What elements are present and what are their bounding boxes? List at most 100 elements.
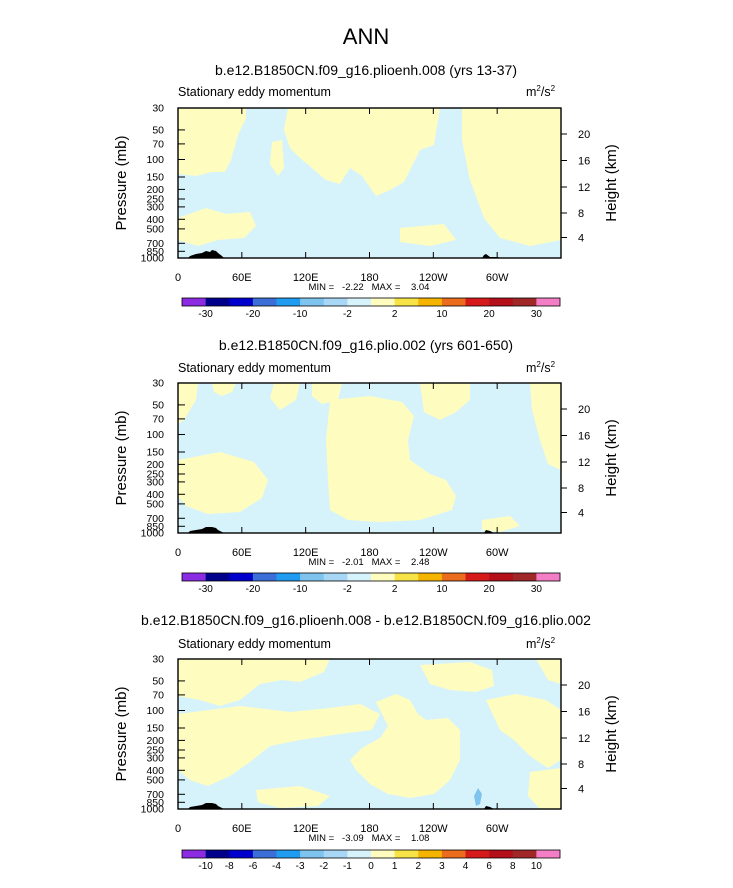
- colorbar-frame: [181, 849, 561, 859]
- colorbar-label: -2: [319, 861, 328, 872]
- colorbar-swatches: [182, 573, 561, 581]
- negative-strong-region: [474, 788, 482, 806]
- x-tick-label: 120E: [293, 823, 319, 835]
- y-tick-label: 400: [146, 489, 164, 501]
- colorbar-swatch: [276, 298, 301, 306]
- colorbar-swatch: [300, 850, 325, 858]
- colorbar-swatch: [465, 573, 490, 581]
- contour-field: [178, 659, 561, 809]
- positive-fill-region: [350, 694, 460, 798]
- contour-field: [178, 108, 561, 258]
- colorbar-swatch: [300, 573, 325, 581]
- y-tick-label: 100: [146, 705, 164, 717]
- height-tick-label: 12: [578, 457, 590, 469]
- colorbar-label: 8: [510, 861, 516, 872]
- min-max-stats: MIN = -2.01 MAX = 2.48: [309, 557, 430, 568]
- contour-field: [178, 383, 561, 533]
- y-tick-label: 70: [152, 138, 164, 150]
- y-tick-label: 250: [146, 194, 164, 206]
- colorbar-label: -2: [343, 584, 352, 595]
- positive-fill-region: [482, 516, 520, 532]
- colorbar-swatch: [489, 573, 514, 581]
- units-label: m2/s2: [526, 636, 556, 651]
- x-tick-label: 120W: [419, 547, 448, 559]
- y-tick-labels: 30 50 70 100 150 200 250 300 400 500 700…: [141, 103, 165, 265]
- panel-title: b.e12.B1850CN.f09_g16.plio.002 (yrs 601-…: [219, 337, 513, 353]
- y-tick-label: 850: [146, 521, 164, 533]
- colorbar-swatch: [536, 573, 561, 581]
- positive-fill-region: [178, 659, 330, 706]
- terrain: [484, 530, 494, 533]
- positive-fill-region: [536, 659, 561, 684]
- positive-fill-region: [312, 383, 342, 404]
- y-tick-label: 70: [152, 413, 164, 425]
- positive-fill-region: [486, 694, 561, 768]
- positive-fill-region: [270, 140, 284, 176]
- positive-fill-region: [178, 383, 198, 424]
- y-axis-label-right: Height (km): [603, 419, 620, 497]
- y-ticks-left: [178, 658, 185, 810]
- panel-title: b.e12.B1850CN.f09_g16.plioenh.008 (yrs 1…: [215, 62, 517, 78]
- x-tick-label: 60E: [232, 272, 252, 284]
- positive-fill-region: [178, 452, 268, 514]
- x-tick-label: 120W: [419, 823, 448, 835]
- x-ticks: [177, 383, 498, 533]
- colorbar-swatch: [252, 850, 277, 858]
- height-tick-label: 20: [578, 404, 590, 416]
- colorbar-swatch: [182, 573, 206, 581]
- y-tick-label: 700: [146, 513, 164, 525]
- colorbar-label: -3: [296, 861, 305, 872]
- positive-fill-region: [400, 224, 456, 246]
- positive-fill-region: [270, 383, 300, 410]
- colorbar-label: 4: [463, 861, 469, 872]
- positive-fill-region: [256, 786, 330, 808]
- y-tick-label: 1000: [141, 804, 165, 816]
- colorbar-swatch: [323, 573, 348, 581]
- colorbar-label: -20: [246, 584, 261, 595]
- colorbar-label: 30: [531, 309, 543, 320]
- height-tick-label: 16: [578, 707, 590, 719]
- colorbar-label: -30: [198, 584, 213, 595]
- colorbar-swatch: [489, 298, 514, 306]
- colorbar-swatch: [441, 573, 466, 581]
- x-tick-label: 180: [360, 823, 378, 835]
- positive-fill-region: [212, 383, 236, 396]
- positive-fill-region: [530, 383, 561, 470]
- colorbar-swatch: [205, 850, 230, 858]
- y-tick-label: 850: [146, 246, 164, 258]
- colorbar-swatch: [205, 298, 230, 306]
- figure-title: ANN: [343, 24, 389, 49]
- panel-1: b.e12.B1850CN.f09_g16.plioenh.008 (yrs 1…: [113, 62, 620, 320]
- x-tick-labels: 0 60E 120E 180 120W 60W: [175, 547, 509, 559]
- x-tick-label: 180: [360, 547, 378, 559]
- colorbar-swatch: [347, 850, 372, 858]
- y-tick-label: 1000: [141, 253, 165, 265]
- y-tick-label: 250: [146, 469, 164, 481]
- y-tick-label: 150: [146, 447, 164, 459]
- height-tick-label: 4: [578, 508, 584, 520]
- positive-fill-region: [478, 118, 492, 150]
- x-tick-label: 180: [360, 272, 378, 284]
- y-tick-label: 300: [146, 752, 164, 764]
- colorbar-label: 2: [392, 584, 398, 595]
- positive-fill-region: [528, 768, 561, 809]
- terrain: [484, 806, 494, 809]
- y-tick-label: 500: [146, 774, 164, 786]
- units-label: m2/s2: [526, 84, 556, 99]
- colorbar-label: 0: [368, 861, 374, 872]
- y-tick-label: 250: [146, 745, 164, 757]
- y-ticks-left: [178, 382, 185, 534]
- y-tick-label: 500: [146, 498, 164, 510]
- colorbar-swatch: [394, 573, 419, 581]
- colorbar-label: -8: [225, 861, 234, 872]
- height-tick-label: 20: [578, 129, 590, 141]
- colorbar-swatch: [323, 298, 348, 306]
- y-tick-label: 700: [146, 789, 164, 801]
- x-tick-label: 120E: [293, 272, 319, 284]
- colorbar-swatch: [536, 850, 561, 858]
- colorbar-label: 10: [436, 584, 448, 595]
- y-tick-label: 150: [146, 172, 164, 184]
- colorbar-label: 10: [531, 861, 543, 872]
- terrain: [482, 254, 500, 258]
- y-tick-label: 100: [146, 429, 164, 441]
